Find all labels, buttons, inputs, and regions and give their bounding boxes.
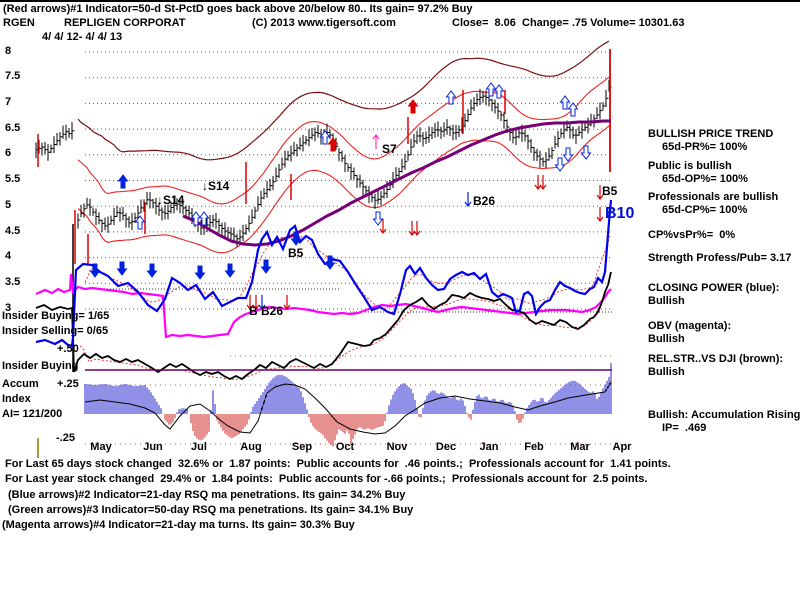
scale-plus-50: +.50 [57, 343, 79, 355]
footer-year: For Last year stock changed 29.4% or 1.8… [5, 473, 648, 485]
month-jul: Jul [191, 441, 207, 453]
y-tick-5-5: 5.5 [5, 173, 21, 185]
obv-state: Bullish [648, 333, 685, 345]
signal-b5-mid: B5 [288, 246, 304, 260]
footer-magenta-arrows: (Magenta arrows)#4 Indicator=21-day ma t… [2, 519, 355, 531]
y-tick-6: 6 [5, 147, 12, 159]
scale-minus-25: -.25 [56, 432, 75, 444]
accumulation-histogram [84, 362, 612, 447]
y-tick-3: 3 [5, 302, 12, 314]
signal-s14-2: ↓S14 [202, 179, 230, 193]
signal-b-b26: B B26 [249, 304, 284, 318]
insider-buying-count: Insider Buying= 1/65 [2, 310, 110, 322]
company-name: REPLIGEN CORPORAT [64, 17, 186, 29]
y-tick-6-5: 6.5 [5, 122, 21, 134]
month-may: May [90, 441, 112, 453]
relative-strength-black-line [35, 271, 612, 381]
footer-65day: For Last 65 days stock changed 32.6% or … [5, 458, 671, 470]
y-tick-4: 4 [5, 250, 12, 262]
month-jan: Jan [479, 441, 499, 453]
copyright: (C) 2013 www.tigersoft.com [252, 17, 396, 29]
accum-state: Bullish: Accumulation Rising [648, 409, 800, 421]
price-trend-title: BULLISH PRICE TREND [648, 128, 774, 140]
signal-b26: B26 [473, 194, 496, 208]
obv-magenta-line [35, 273, 612, 339]
reference-dotted-lines [85, 355, 635, 445]
closing-power-state: Bullish [648, 295, 685, 307]
signal-line-1: (Red arrows)#1 Indicator=50-d St-PctD go… [3, 3, 473, 15]
ip-value: IP= .469 [662, 422, 707, 434]
relstr-title: REL.STR..VS DJI (brown): [648, 353, 784, 365]
insider-selling-count: Insider Selling= 0/65 [2, 325, 109, 337]
relstr-state: Bullish [648, 366, 685, 378]
insider-buying-label: Insider Buying [2, 360, 79, 372]
accum-label: Accum [2, 378, 39, 390]
signal-b10: B10 [605, 205, 635, 222]
footer-green-arrows: (Green arrows)#3 Indicator=50-day RSQ ma… [8, 504, 414, 516]
y-tick-7: 7 [5, 96, 12, 108]
obv-title: OBV (magenta): [648, 320, 732, 332]
price-bars [35, 79, 612, 247]
price-gridlines [85, 51, 612, 310]
y-tick-7-5: 7.5 [5, 70, 21, 82]
month-mar: Mar [570, 441, 590, 453]
signal-b5-right: B5 [602, 184, 618, 198]
month-jun: Jun [143, 441, 163, 453]
y-tick-8: 8 [5, 45, 12, 57]
scale-plus-25: +.25 [57, 378, 79, 390]
price-bands [77, 40, 610, 254]
public-bullish: Public is bullish [648, 160, 732, 172]
month-sep: Sep [291, 441, 313, 453]
quote-summary: Close= 8.06 Change= .75 Volume= 10301.63 [452, 17, 685, 29]
accumulation-ma-line [84, 381, 612, 435]
month-dec: Dec [435, 441, 457, 453]
op-pct: 65d-OP%= 100% [662, 173, 748, 185]
signal-s14-1: ↓S14 [157, 193, 185, 207]
signal-s7: S7 [382, 142, 397, 156]
month-nov: Nov [386, 441, 408, 453]
strength-ratio: Strength Profess/Pub= 3.17 [648, 252, 792, 264]
cp-pct: 65d-CP%= 100% [662, 204, 748, 216]
dotted-ma-curves [79, 236, 612, 380]
month-aug: Aug [240, 441, 262, 453]
month-oct: Oct [335, 441, 355, 453]
date-range: 4/ 4/ 12- 4/ 4/ 13 [42, 31, 123, 43]
signal-arrows [89, 82, 604, 310]
month-apr: Apr [612, 441, 632, 453]
index-label: Index [2, 393, 31, 405]
y-tick-3-5: 3.5 [5, 276, 21, 288]
ticker: RGEN [3, 17, 35, 29]
cp-vs-pr: CP%vsPr%= 0% [648, 229, 736, 241]
event-vlines [37, 49, 611, 458]
ma-65-day-purple-line [182, 119, 611, 247]
closing-power-title: CLOSING POWER (blue): [648, 282, 780, 294]
pr-pct: 65d-PR%= 100% [662, 141, 748, 153]
ai-value: AI= 121/200 [2, 408, 63, 420]
y-tick-4-5: 4.5 [5, 225, 21, 237]
footer-blue-arrows: (Blue arrows)#2 Indicator=21-day RSQ ma … [8, 489, 406, 501]
pros-bullish: Professionals are bullish [648, 191, 779, 203]
y-tick-5: 5 [5, 199, 12, 211]
month-feb: Feb [524, 441, 544, 453]
closing-power-blue-line [35, 199, 613, 348]
